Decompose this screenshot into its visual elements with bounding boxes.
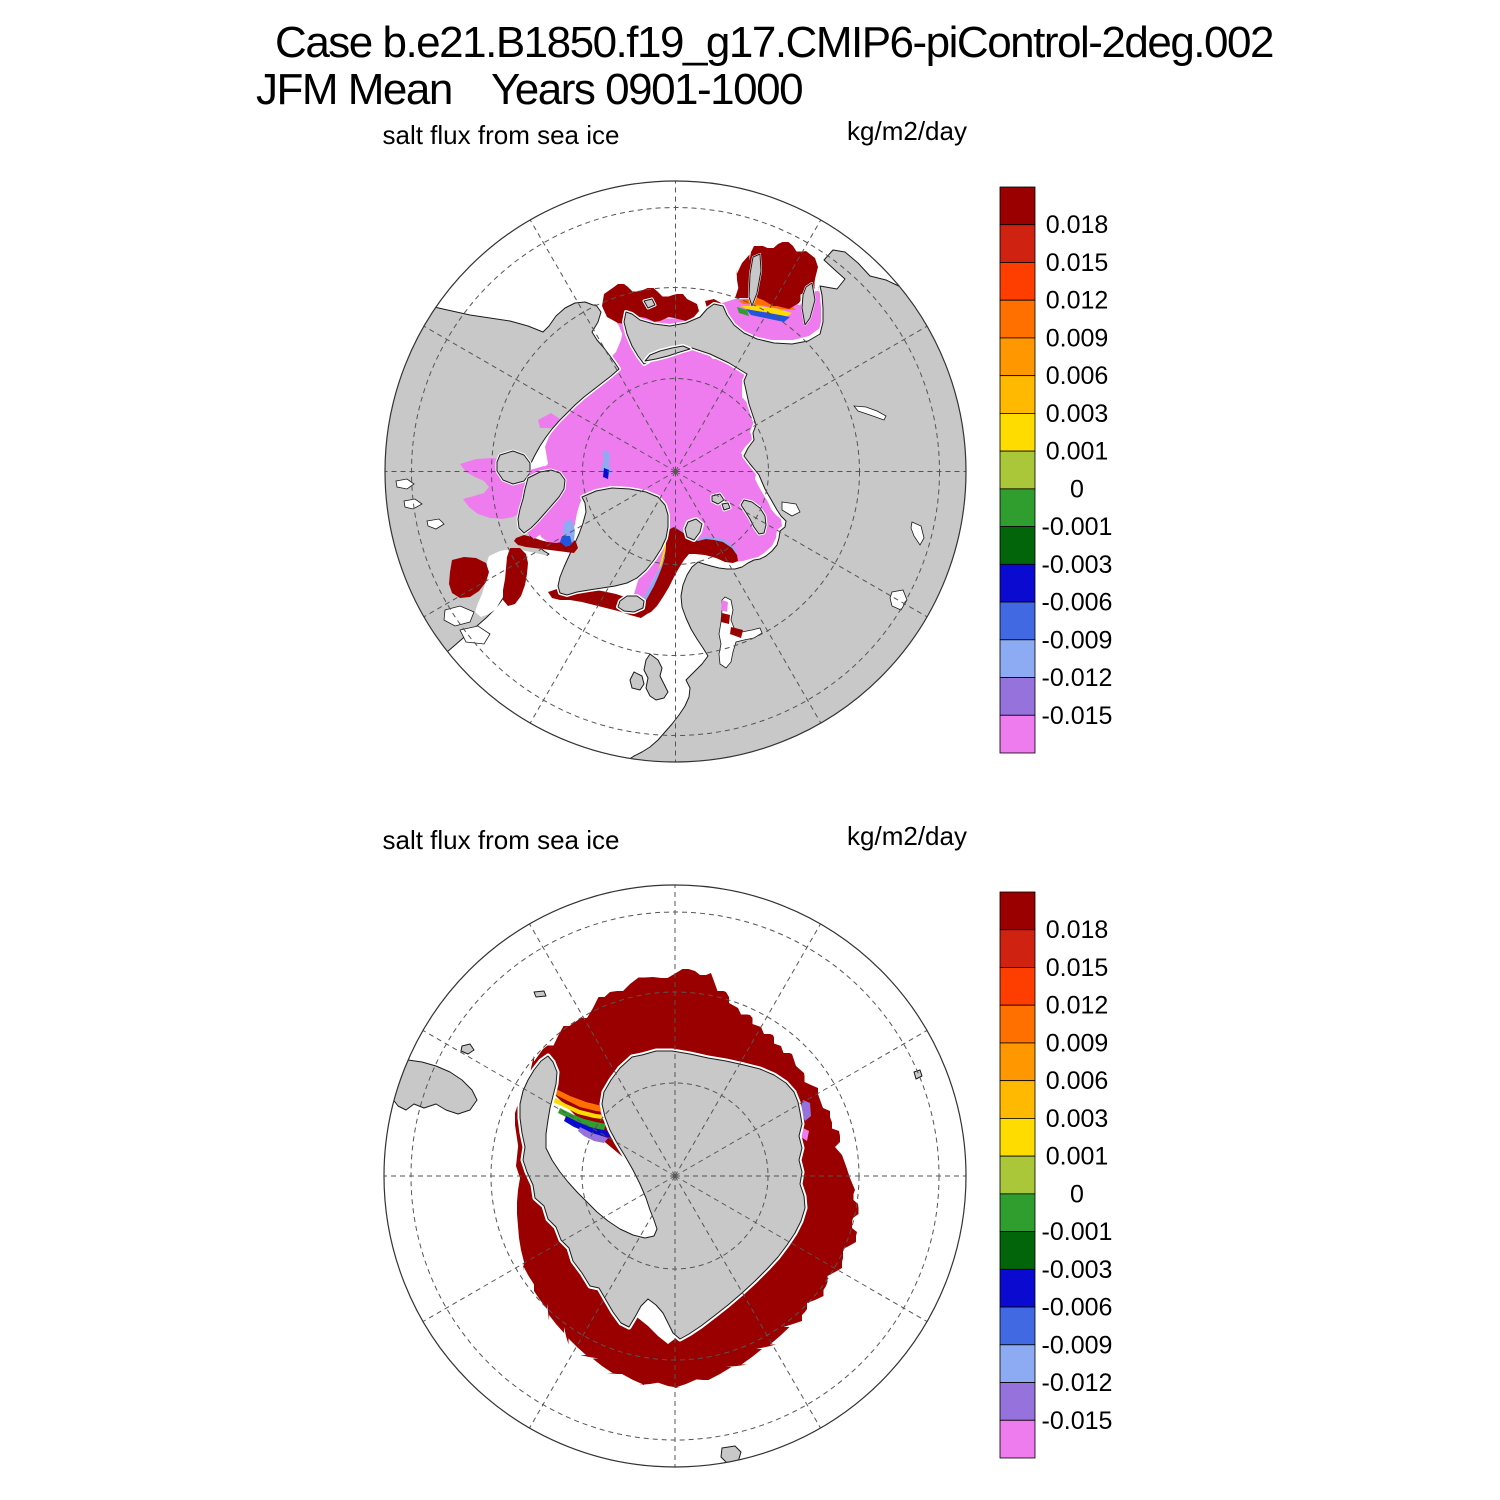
svg-text:-0.006: -0.006: [1042, 589, 1113, 617]
svg-text:0.018: 0.018: [1046, 211, 1109, 239]
svg-text:0.009: 0.009: [1046, 324, 1109, 352]
svg-text:-0.003: -0.003: [1042, 1256, 1113, 1284]
svg-text:-0.001: -0.001: [1042, 513, 1113, 541]
svg-text:0.001: 0.001: [1046, 438, 1109, 466]
svg-text:0: 0: [1070, 475, 1084, 503]
svg-text:-0.012: -0.012: [1042, 1369, 1113, 1397]
svg-text:0.015: 0.015: [1046, 249, 1109, 277]
svg-text:Years 0901-1000: Years 0901-1000: [491, 65, 802, 114]
svg-text:JFM Mean: JFM Mean: [256, 65, 452, 114]
svg-text:-0.009: -0.009: [1042, 1331, 1113, 1359]
svg-text:salt flux from sea ice: salt flux from sea ice: [383, 120, 620, 150]
svg-text:kg/m2/day: kg/m2/day: [847, 116, 967, 146]
svg-text:0.003: 0.003: [1046, 1105, 1109, 1133]
svg-text:0.009: 0.009: [1046, 1029, 1109, 1057]
svg-text:0.003: 0.003: [1046, 400, 1109, 428]
svg-text:-0.015: -0.015: [1042, 1407, 1113, 1435]
svg-text:-0.003: -0.003: [1042, 551, 1113, 579]
svg-text:-0.015: -0.015: [1042, 702, 1113, 730]
svg-text:0: 0: [1070, 1180, 1084, 1208]
svg-text:0.001: 0.001: [1046, 1143, 1109, 1171]
svg-text:0.015: 0.015: [1046, 954, 1109, 982]
svg-text:-0.006: -0.006: [1042, 1294, 1113, 1322]
svg-text:0.006: 0.006: [1046, 1067, 1109, 1095]
svg-text:0.012: 0.012: [1046, 287, 1109, 315]
svg-text:-0.012: -0.012: [1042, 664, 1113, 692]
svg-text:0.006: 0.006: [1046, 362, 1109, 390]
svg-text:-0.001: -0.001: [1042, 1218, 1113, 1246]
svg-text:salt flux from sea ice: salt flux from sea ice: [383, 825, 620, 855]
svg-text:-0.009: -0.009: [1042, 626, 1113, 654]
svg-text:0.012: 0.012: [1046, 992, 1109, 1020]
svg-text:Case b.e21.B1850.f19_g17.CMIP6: Case b.e21.B1850.f19_g17.CMIP6-piControl…: [275, 18, 1273, 67]
svg-text:0.018: 0.018: [1046, 916, 1109, 944]
svg-text:kg/m2/day: kg/m2/day: [847, 821, 967, 851]
